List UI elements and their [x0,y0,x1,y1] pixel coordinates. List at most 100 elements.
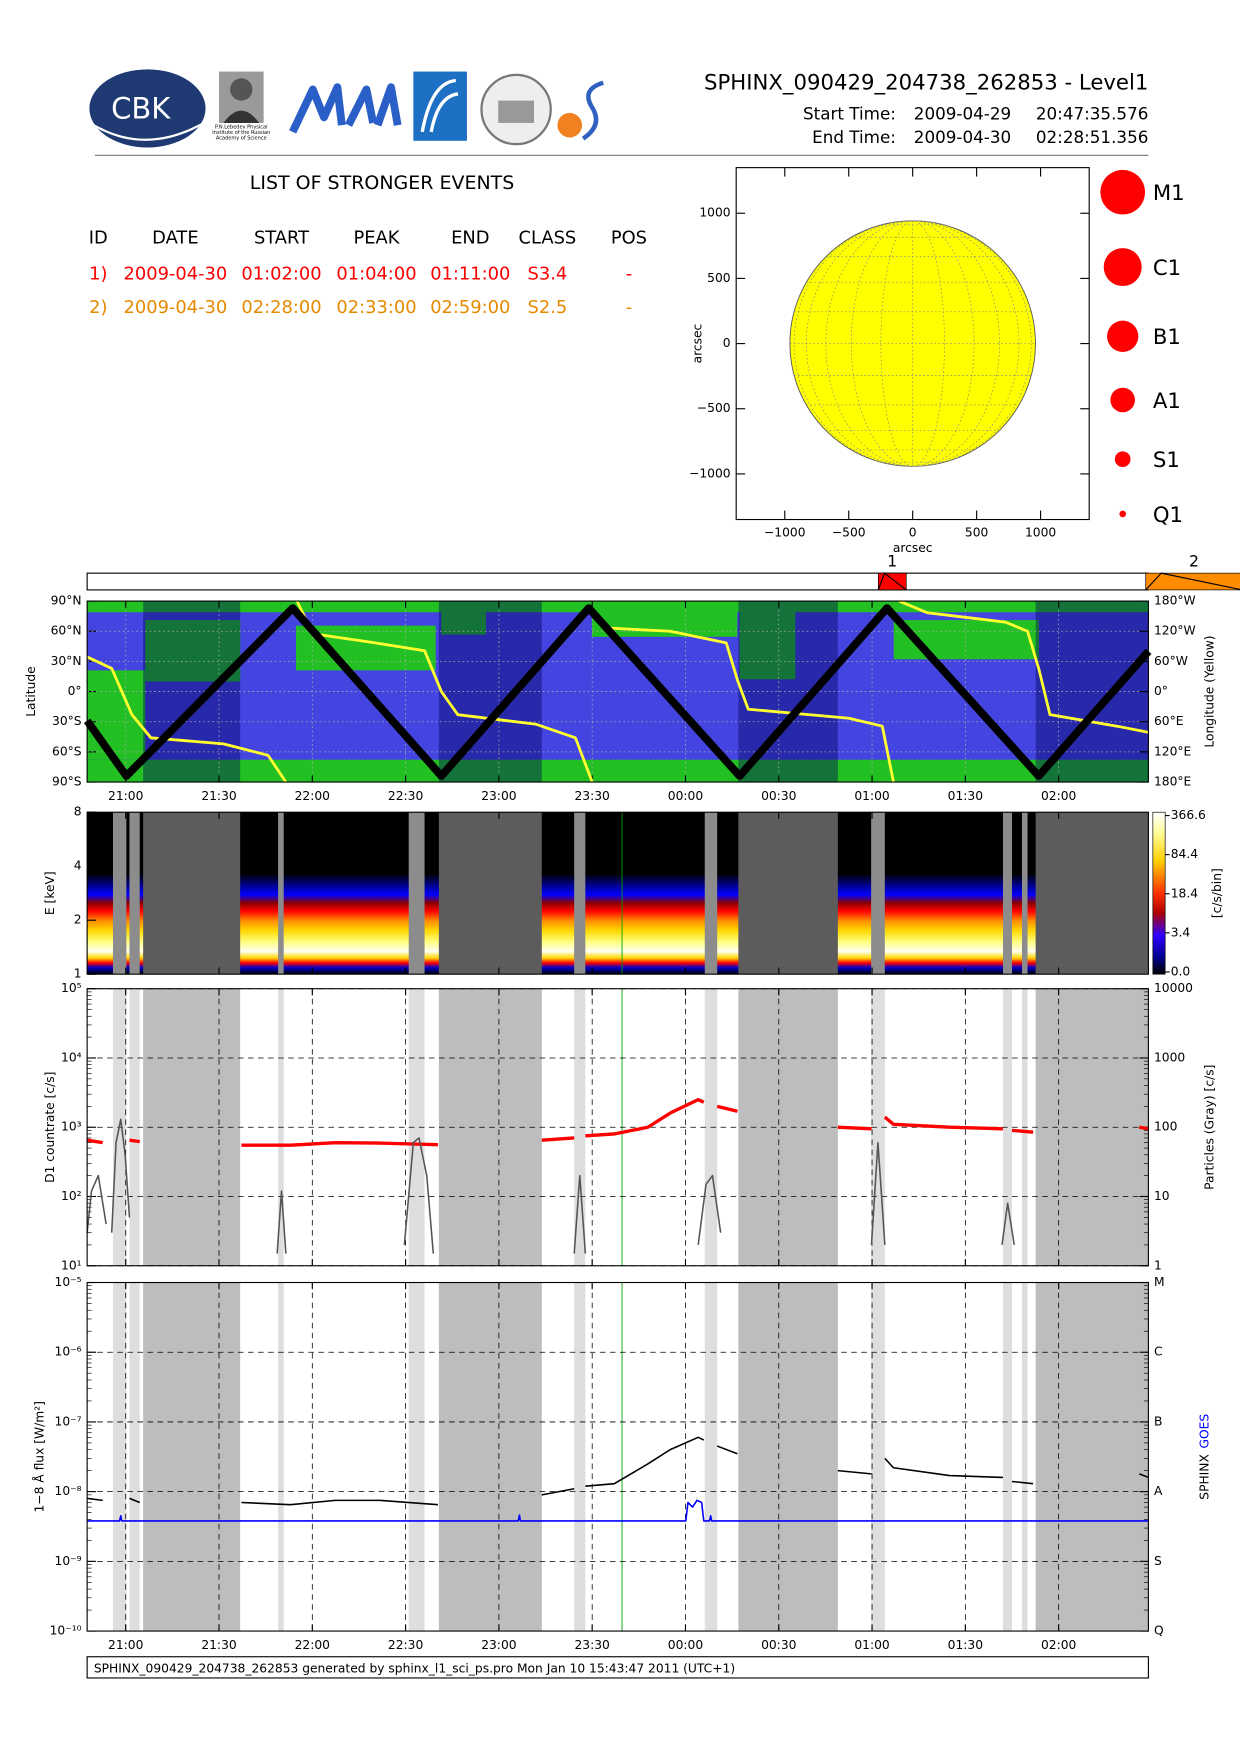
data-gap [871,1282,885,1632]
event-cell: 1) [89,263,107,284]
event-label: 1 [887,551,897,570]
legend-entry: SPHINX [1197,1454,1211,1500]
axis-label: E [keV] [43,871,57,915]
blue-logo-arc [420,78,459,133]
x-tick-label: 22:30 [388,1638,423,1652]
event-span [877,572,907,591]
colorbar [1152,811,1166,975]
x-tick-label: 23:00 [481,1638,516,1652]
axis-label: Latitude [24,666,38,716]
data-gap [1002,1282,1013,1632]
data-gap [1021,812,1028,975]
y-tick-label: 1 [74,967,82,981]
y-tick-label: 500 [707,271,730,285]
data-gap [1021,1282,1028,1632]
data-gap [143,601,241,783]
x-tick-label: 21:00 [108,1638,143,1652]
orange-logo-swirl [581,80,604,141]
x-tick-label: 01:00 [854,1638,889,1652]
colorbar-tick-label: 366.6 [1171,808,1206,822]
y-tick-label: −1000 [689,466,731,480]
x-tick-label: 01:30 [948,789,983,803]
x-tick-label: 02:00 [1041,1638,1076,1652]
event-cell: 2009-04-30 [123,297,227,318]
legend-label: A1 [1153,389,1181,414]
y2-tick-label: 1 [1154,1258,1162,1272]
data-gap [278,812,284,975]
plot-frame [735,167,1090,521]
data-gap [408,812,425,975]
data-gap [704,812,718,975]
lebedev-caption: Institute of the Russian [212,130,270,136]
y-tick-label: 0° [68,684,82,698]
legend-label: M1 [1153,181,1185,206]
event-cell: 02:28:00 [241,297,321,318]
event-profile [1145,572,1240,591]
x-tick-label: 500 [965,525,988,539]
x-tick-label: 02:00 [1041,789,1076,803]
event-cell: 01:04:00 [336,263,416,284]
y-tick-label: 90°N [51,594,82,608]
axis-label: arcsec [691,324,705,364]
y2-tick-label: C [1154,1345,1163,1359]
x-tick-label: 01:00 [854,789,889,803]
y-tick-label: 0 [723,336,731,350]
column-header: DATE [152,228,198,249]
y2-tick-label: B [1154,1414,1162,1428]
plot-frame [86,988,1149,1267]
logos: CBK P.N.Lebedev Physical Institute of th… [89,69,604,148]
end-label: End Time: [812,127,896,147]
data-line [87,1499,1149,1522]
event-label: 2 [1189,551,1199,570]
x-tick-label: −1000 [764,525,806,539]
column-header: PEAK [353,228,400,249]
event-cell: 2) [89,297,107,318]
data-gap [574,988,586,1266]
event-cell: - [626,297,632,318]
y2-tick-label: 120°E [1154,744,1191,758]
axis-label: Longitude (Yellow) [1202,635,1216,747]
portrait-body [223,110,260,123]
y2-tick-label: 100 [1154,1120,1177,1134]
column-header: ID [89,228,108,249]
timeline-bar [86,572,1149,591]
column-header: POS [611,228,647,249]
data-gap [143,812,241,975]
lebedev-caption: P.N.Lebedev Physical [215,125,267,131]
event-cell: S3.4 [528,263,568,284]
data-gap [738,812,838,975]
cbk-swoosh [93,119,209,141]
data-gap [574,812,586,975]
y-tick-label: 10⁵ [61,981,82,995]
y2-tick-label: 10000 [1154,981,1193,995]
event-cell: 01:02:00 [241,263,321,284]
data-gap [738,1282,838,1632]
colorbar-tick-label: 0.0 [1171,964,1191,978]
event-cell: S2.5 [528,297,568,318]
data-line [86,1097,1149,1147]
y2-tick-label: 120°W [1154,624,1196,638]
data-line [86,1118,1016,1254]
cbk-logo [89,69,206,148]
legend-label: C1 [1153,256,1181,281]
seal-building [498,100,534,123]
y-tick-label: 10³ [61,1120,82,1134]
x-tick-label: 23:30 [575,789,610,803]
x-tick-label: 21:30 [201,789,236,803]
y2-tick-label: A [1154,1484,1163,1498]
y2-tick-label: 60°W [1154,654,1188,668]
column-header: END [451,228,489,249]
column-header: CLASS [519,228,577,249]
legend-marker [1114,451,1131,468]
data-gap [1002,812,1013,975]
axis-label: Particles (Gray) [c/s] [1202,1065,1216,1190]
plot-area [87,1282,1149,1632]
y-tick-label: 10⁻⁹ [55,1554,82,1568]
map-region [87,670,146,760]
footer-text: SPHINX_090429_204738_262853 generated by… [94,1661,735,1675]
y-tick-label: 8 [74,805,82,819]
y-tick-label: 10⁻⁶ [55,1345,82,1359]
map-region [87,759,1149,783]
y-tick-label: 10⁴ [61,1050,82,1064]
